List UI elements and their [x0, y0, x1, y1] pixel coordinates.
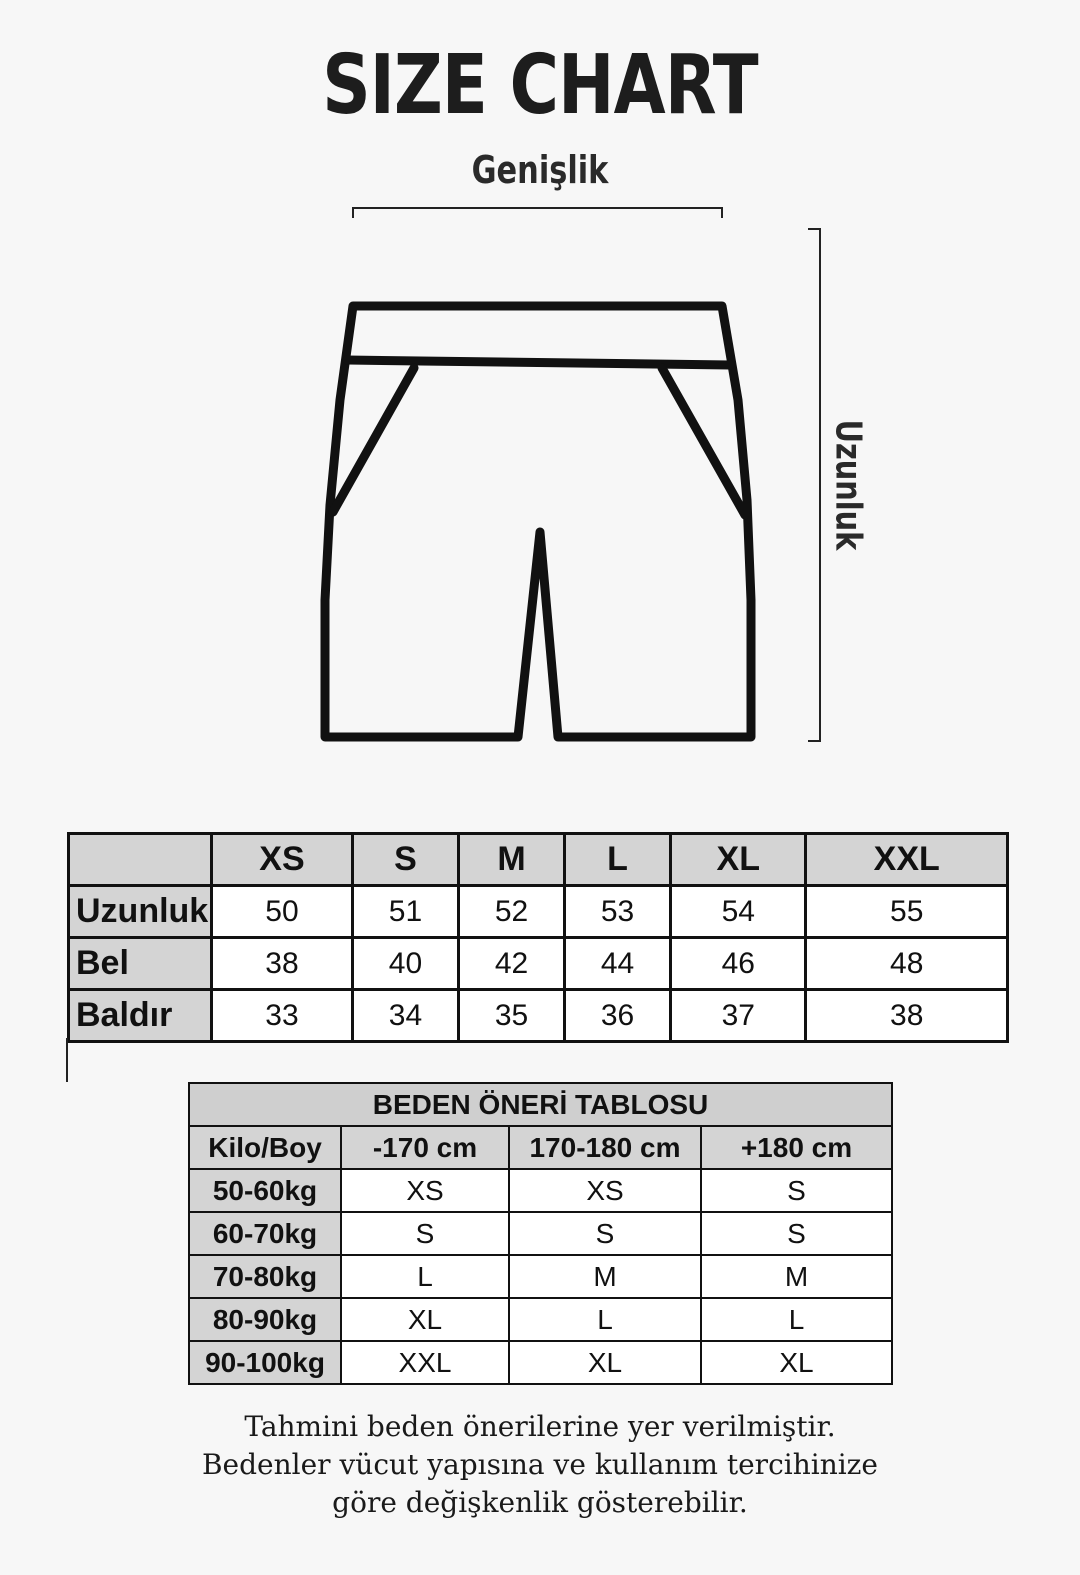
size-table-header: XS S M L XL XXL	[67, 832, 1009, 887]
size-table: XS S M L XL XXL Uzunluk 50 51 52 53 54 5…	[67, 832, 1009, 1043]
cell: L	[700, 1297, 893, 1342]
row-label: 50-60kg	[188, 1168, 342, 1213]
cell: 53	[563, 884, 673, 939]
header-cell: XL	[669, 832, 808, 887]
row-label: Uzunluk	[67, 884, 213, 939]
length-bracket	[808, 228, 821, 742]
cell: M	[508, 1254, 702, 1299]
cell: 50	[210, 884, 354, 939]
width-bracket	[352, 207, 723, 218]
header-cell: -170 cm	[340, 1125, 510, 1170]
cell: S	[700, 1211, 893, 1256]
row-label: 80-90kg	[188, 1297, 342, 1342]
table-row: 90-100kg XXL XL XL	[188, 1340, 893, 1385]
cell: XS	[340, 1168, 510, 1213]
table-row: 80-90kg XL L L	[188, 1297, 893, 1342]
width-label: Genişlik	[471, 148, 609, 192]
cell: 54	[669, 884, 808, 939]
cell: S	[700, 1168, 893, 1213]
row-label: 90-100kg	[188, 1340, 342, 1385]
cell: XS	[508, 1168, 702, 1213]
shorts-diagram	[320, 207, 821, 742]
header-cell: Kilo/Boy	[188, 1125, 342, 1170]
header-cell: XS	[210, 832, 354, 887]
table-row: Bel 38 40 42 44 46 48	[67, 936, 1009, 991]
header-cell: 170-180 cm	[508, 1125, 702, 1170]
cell: 35	[456, 988, 567, 1043]
recommendation-table-title: BEDEN ÖNERİ TABLOSU	[188, 1082, 893, 1127]
header-cell: M	[456, 832, 567, 887]
row-label: Bel	[67, 936, 213, 991]
cell: 51	[350, 884, 461, 939]
cell: 40	[350, 936, 461, 991]
header-cell: +180 cm	[700, 1125, 893, 1170]
header-cell: XXL	[804, 832, 1009, 887]
cell: XXL	[340, 1340, 510, 1385]
cell: XL	[508, 1340, 702, 1385]
divider	[66, 1038, 68, 1082]
cell: 33	[210, 988, 354, 1043]
row-label: 70-80kg	[188, 1254, 342, 1299]
cell: 52	[456, 884, 567, 939]
cell: L	[340, 1254, 510, 1299]
note-line: Tahmini beden önerilerine yer verilmişti…	[244, 1410, 836, 1443]
row-label: 60-70kg	[188, 1211, 342, 1256]
table-row: 50-60kg XS XS S	[188, 1168, 893, 1213]
recommendation-table: BEDEN ÖNERİ TABLOSU Kilo/Boy -170 cm 170…	[188, 1082, 893, 1385]
cell: S	[508, 1211, 702, 1256]
row-label: Baldır	[67, 988, 213, 1043]
cell: XL	[700, 1340, 893, 1385]
header-cell: S	[350, 832, 461, 887]
cell: M	[700, 1254, 893, 1299]
shorts-outline-icon	[320, 301, 756, 742]
table-row: 70-80kg L M M	[188, 1254, 893, 1299]
table-row: Baldır 33 34 35 36 37 38	[67, 988, 1009, 1043]
header-cell	[67, 832, 213, 887]
cell: 55	[804, 884, 1009, 939]
note-line: Bedenler vücut yapısına ve kullanım terc…	[201, 1448, 879, 1481]
cell: 42	[456, 936, 567, 991]
cell: 38	[210, 936, 354, 991]
cell: 44	[563, 936, 673, 991]
cell: 34	[350, 988, 461, 1043]
cell: 46	[669, 936, 808, 991]
cell: 37	[669, 988, 808, 1043]
cell: L	[508, 1297, 702, 1342]
cell: XL	[340, 1297, 510, 1342]
table-row: 60-70kg S S S	[188, 1211, 893, 1256]
cell: 38	[804, 988, 1009, 1043]
note-line: göre değişkenlik gösterebilir.	[332, 1486, 748, 1519]
page-title: SIZE CHART	[322, 38, 758, 133]
cell: 48	[804, 936, 1009, 991]
cell: S	[340, 1211, 510, 1256]
recommendation-table-header: Kilo/Boy -170 cm 170-180 cm +180 cm	[188, 1125, 893, 1170]
disclaimer-note: Tahmini beden önerilerine yer verilmişti…	[0, 1408, 1080, 1522]
cell: 36	[563, 988, 673, 1043]
table-row: Uzunluk 50 51 52 53 54 55	[67, 884, 1009, 939]
header-cell: L	[563, 832, 673, 887]
